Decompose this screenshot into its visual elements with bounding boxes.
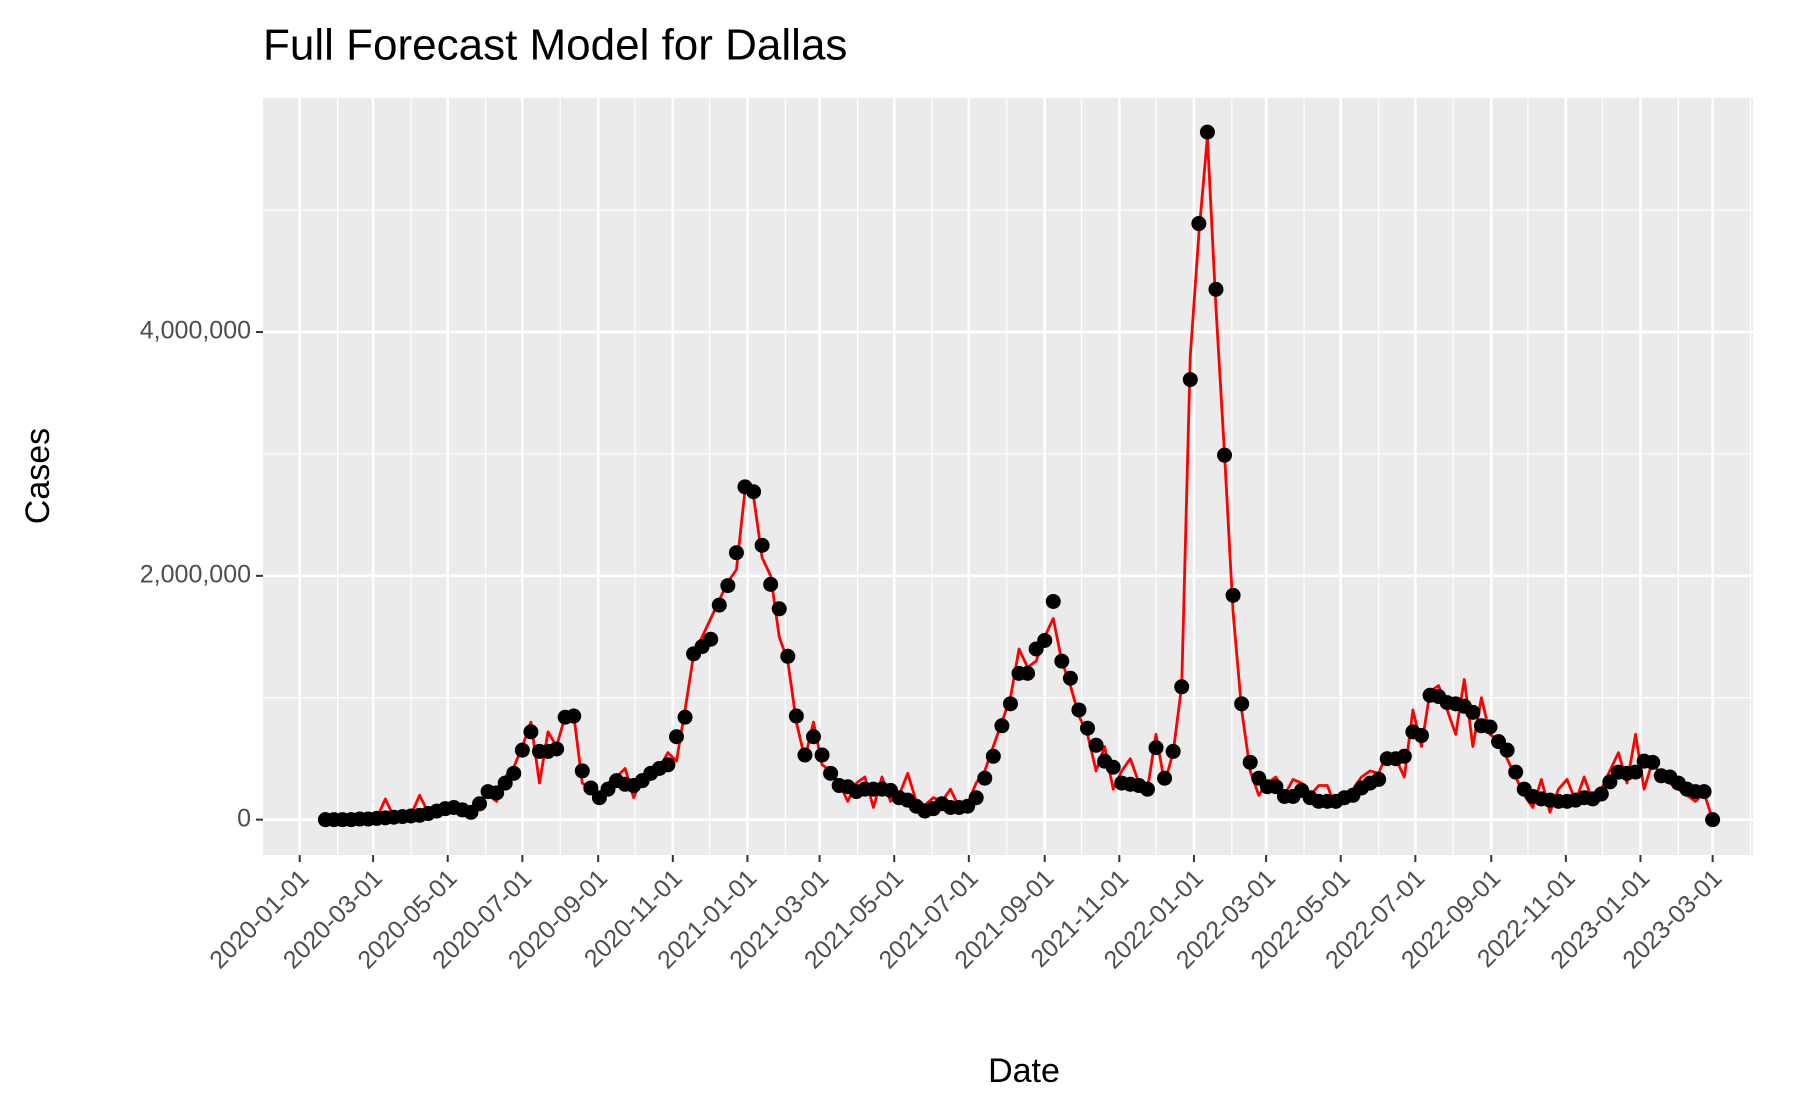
data-point bbox=[814, 747, 830, 763]
data-point bbox=[1268, 779, 1284, 795]
data-point bbox=[1088, 737, 1104, 753]
y-tick-label: 2,000,000 bbox=[140, 560, 251, 588]
data-point bbox=[1199, 124, 1215, 140]
data-point bbox=[1242, 754, 1258, 770]
data-point bbox=[1062, 670, 1078, 686]
data-point bbox=[1002, 696, 1018, 712]
data-point bbox=[660, 757, 676, 773]
data-point bbox=[1139, 781, 1155, 797]
data-point bbox=[497, 775, 513, 791]
data-point bbox=[1508, 764, 1524, 780]
data-point bbox=[720, 578, 736, 594]
data-point bbox=[711, 597, 727, 613]
data-point bbox=[977, 770, 993, 786]
data-point bbox=[523, 724, 539, 740]
data-point bbox=[703, 631, 719, 647]
data-point bbox=[746, 484, 762, 500]
data-point bbox=[1593, 786, 1609, 802]
data-point bbox=[1157, 770, 1173, 786]
data-point bbox=[583, 780, 599, 796]
data-point bbox=[1482, 719, 1498, 735]
y-tick-label: 4,000,000 bbox=[140, 317, 251, 345]
data-point bbox=[1499, 742, 1515, 758]
data-point bbox=[797, 747, 813, 763]
y-axis-title: Cases bbox=[19, 428, 57, 524]
data-point bbox=[668, 729, 684, 745]
data-point bbox=[1413, 728, 1429, 744]
data-point bbox=[1045, 593, 1061, 609]
data-point bbox=[1148, 740, 1164, 756]
data-point bbox=[1071, 702, 1087, 718]
data-point bbox=[1182, 372, 1198, 388]
data-point bbox=[506, 765, 522, 781]
data-point bbox=[985, 748, 1001, 764]
data-point bbox=[1225, 587, 1241, 603]
data-point bbox=[1628, 764, 1644, 780]
data-point bbox=[1371, 771, 1387, 787]
data-point bbox=[1080, 720, 1096, 736]
data-point bbox=[472, 796, 488, 812]
data-point bbox=[1105, 759, 1121, 775]
data-point bbox=[1054, 653, 1070, 669]
data-point bbox=[1234, 696, 1250, 712]
data-point bbox=[994, 718, 1010, 734]
data-point bbox=[574, 763, 590, 779]
data-point bbox=[823, 765, 839, 781]
data-point bbox=[1165, 743, 1181, 759]
data-point bbox=[1645, 754, 1661, 770]
x-axis-title: Date bbox=[988, 1052, 1060, 1090]
data-point bbox=[754, 537, 770, 553]
data-point bbox=[1696, 784, 1712, 800]
data-point bbox=[771, 601, 787, 617]
data-point bbox=[788, 708, 804, 724]
data-point bbox=[549, 741, 565, 757]
chart-title: Full Forecast Model for Dallas bbox=[263, 21, 847, 70]
data-point bbox=[489, 785, 505, 801]
data-point bbox=[1465, 704, 1481, 720]
y-tick-label: 0 bbox=[237, 804, 251, 832]
data-point bbox=[514, 742, 530, 758]
data-point bbox=[1396, 748, 1412, 764]
data-point bbox=[1217, 447, 1233, 463]
data-point bbox=[1020, 665, 1036, 681]
data-point bbox=[1174, 679, 1190, 695]
data-point bbox=[1705, 812, 1721, 828]
data-point bbox=[1191, 216, 1207, 232]
data-point bbox=[968, 790, 984, 806]
data-point bbox=[677, 709, 693, 725]
panel bbox=[263, 98, 1753, 855]
data-point bbox=[1208, 281, 1224, 297]
data-point bbox=[728, 545, 744, 561]
data-point bbox=[780, 648, 796, 664]
data-point bbox=[1037, 632, 1053, 648]
data-point bbox=[805, 729, 821, 745]
data-point bbox=[1602, 774, 1618, 790]
data-point bbox=[763, 576, 779, 592]
data-point bbox=[566, 708, 582, 724]
